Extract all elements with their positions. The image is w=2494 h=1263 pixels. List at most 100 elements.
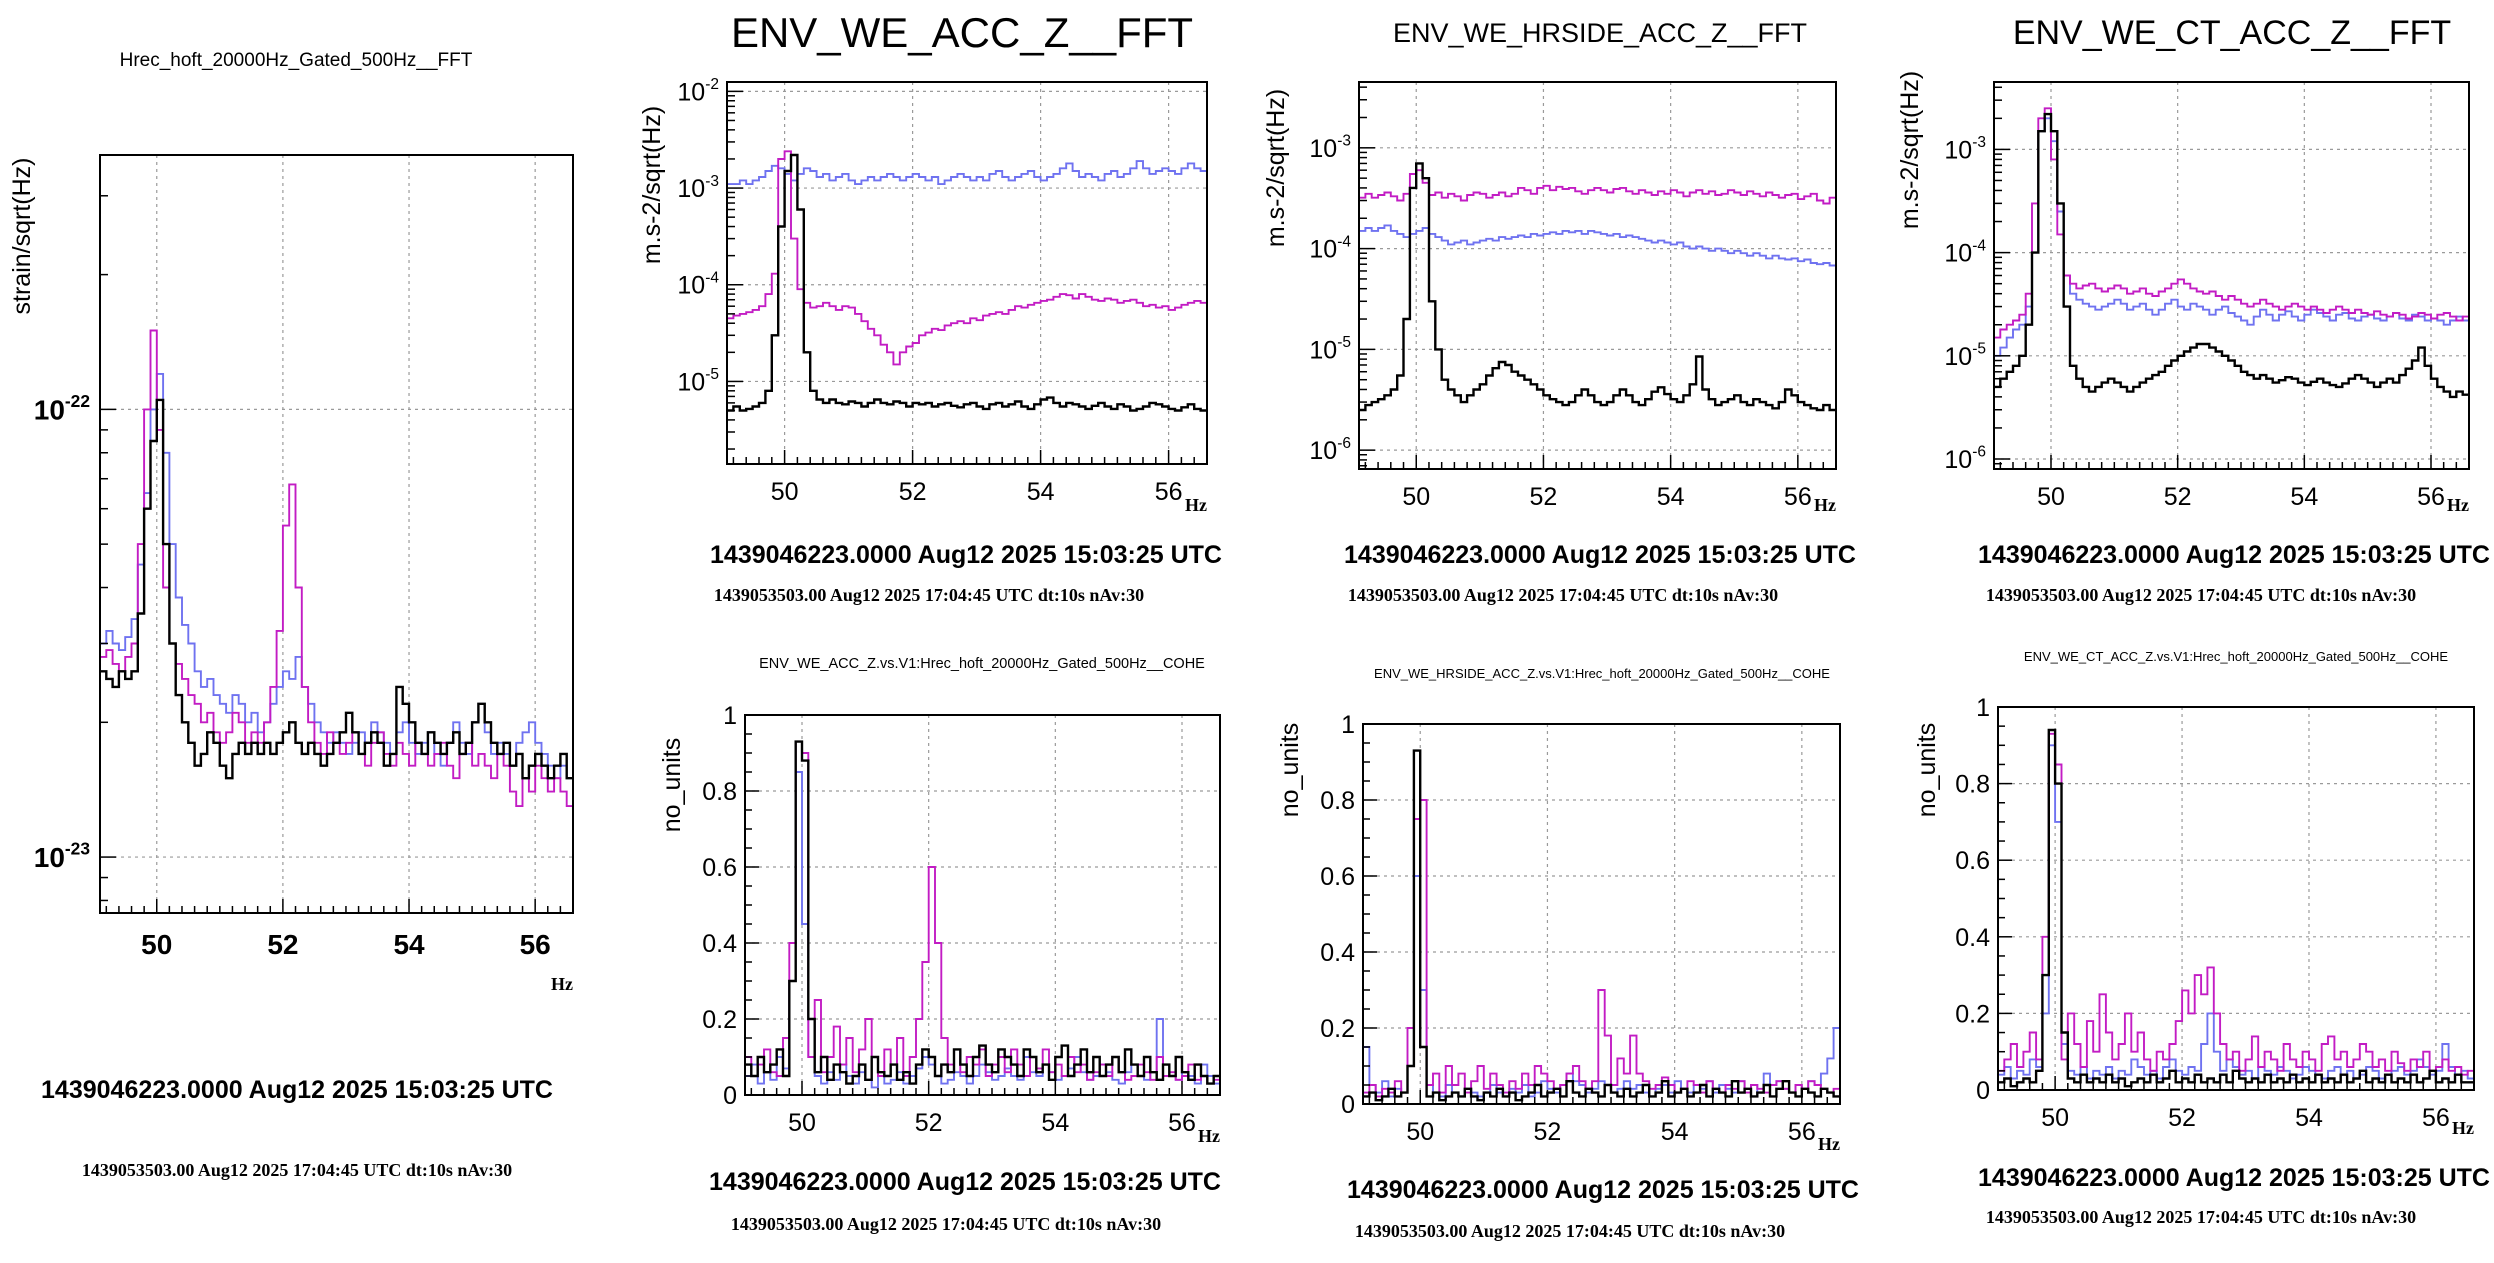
series-black-line: [100, 398, 573, 780]
timestamp-sub: 1439053503.00 Aug12 2025 17:04:45 UTC dt…: [1986, 585, 2416, 605]
plot-frame: [726, 81, 1208, 465]
x-tick-label: 52: [915, 1109, 943, 1137]
y-tick-label: 0: [723, 1082, 737, 1110]
series-blue-line: [727, 160, 1207, 186]
x-tick-label: 56: [1788, 1118, 1816, 1146]
x-tick-label: 50: [141, 929, 172, 960]
panel-ct-fft: ENV_WE_CT_ACC_Z__FFT m.s-2/sqrt(Hz) Hz 5…: [1896, 14, 2490, 605]
y-axis-label: m.s-2/sqrt(Hz): [1262, 89, 1290, 247]
chart-title: ENV_WE_HRSIDE_ACC_Z__FFT: [1393, 18, 1807, 48]
series-blue-line: [1994, 117, 2469, 357]
y-tick-label: 0.4: [702, 930, 737, 958]
timestamp-sub: 1439053503.00 Aug12 2025 17:04:45 UTC dt…: [1355, 1221, 1785, 1241]
x-tick-label: 56: [1784, 483, 1812, 511]
y-tick-label: 10-4: [1944, 237, 1986, 267]
series-black-line: [1998, 728, 2474, 1088]
chart-title: ENV_WE_HRSIDE_ACC_Z.vs.V1:Hrec_hoft_2000…: [1374, 666, 1830, 681]
y-axis-label: m.s-2/sqrt(Hz): [1896, 71, 1924, 229]
timestamp-sub: 1439053503.00 Aug12 2025 17:04:45 UTC dt…: [1986, 1207, 2416, 1227]
y-tick-label: 10-5: [1944, 341, 1986, 371]
x-tick-label: 56: [2422, 1104, 2450, 1132]
x-tick-label: 52: [899, 478, 927, 506]
y-tick-label: 0: [1341, 1091, 1355, 1119]
y-axis-label: m.s-2/sqrt(Hz): [638, 106, 666, 264]
x-axis-unit: Hz: [1818, 1134, 1840, 1154]
y-axis-label: no_units: [1913, 723, 1941, 818]
timestamp-main: 1439046223.0000 Aug12 2025 15:03:25 UTC: [1978, 1164, 2490, 1192]
y-tick-label: 10-5: [677, 366, 719, 396]
series-magenta-line: [1998, 732, 2474, 1076]
y-tick-label: 0.2: [702, 1006, 737, 1034]
series-magenta-line: [745, 740, 1220, 1085]
series-blue-line: [1363, 875, 1840, 1098]
series-black-line: [727, 153, 1207, 412]
y-axis-label: no_units: [1276, 723, 1304, 818]
panel-acc-cohe: ENV_WE_ACC_Z.vs.V1:Hrec_hoft_20000Hz_Gat…: [658, 656, 1221, 1234]
y-tick-label: 0.8: [1320, 787, 1355, 815]
series-black-line: [1363, 749, 1840, 1102]
series-black-line: [1359, 162, 1836, 412]
plot-frame: [1362, 723, 1841, 1105]
x-axis-unit: Hz: [551, 974, 573, 994]
x-tick-label: 54: [2295, 1104, 2323, 1132]
x-tick-label: 50: [1402, 483, 1430, 511]
x-axis-unit: Hz: [2447, 495, 2469, 515]
x-tick-label: 54: [2290, 483, 2318, 511]
y-tick-label: 0.4: [1955, 924, 1990, 952]
plot-frame: [99, 154, 574, 914]
panel-hrside-fft: ENV_WE_HRSIDE_ACC_Z__FFT m.s-2/sqrt(Hz) …: [1262, 18, 1856, 605]
x-tick-label: 50: [788, 1109, 816, 1137]
panel-acc-fft: ENV_WE_ACC_Z__FFT m.s-2/sqrt(Hz) Hz 50 52…: [638, 9, 1222, 605]
y-tick-label: 10-5: [1309, 334, 1351, 364]
x-tick-label: 56: [1168, 1109, 1196, 1137]
y-tick-label: 0.6: [1320, 863, 1355, 891]
x-tick-label: 50: [1406, 1118, 1434, 1146]
y-tick-label: 10-3: [677, 173, 719, 203]
plot-frame: [1997, 706, 2475, 1091]
y-tick-label: 10-3: [1309, 133, 1351, 163]
y-tick-label: 0.6: [1955, 847, 1990, 875]
y-tick-label: 0.8: [1955, 771, 1990, 799]
x-tick-label: 56: [2417, 483, 2445, 511]
y-tick-label: 0.2: [1955, 1000, 1990, 1028]
panel-ct-cohe: ENV_WE_CT_ACC_Z.vs.V1:Hrec_hoft_20000Hz_…: [1913, 649, 2490, 1227]
x-axis-unit: Hz: [1814, 495, 1836, 515]
timestamp-sub: 1439053503.00 Aug12 2025 17:04:45 UTC dt…: [82, 1160, 512, 1180]
series-magenta-line: [1363, 799, 1840, 1098]
x-tick-label: 52: [1530, 483, 1558, 511]
timestamp-main: 1439046223.0000 Aug12 2025 15:03:25 UTC: [710, 541, 1222, 569]
y-tick-label: 1: [723, 702, 737, 730]
y-tick-label: 10-22: [34, 391, 90, 426]
x-tick-label: 52: [2168, 1104, 2196, 1132]
y-tick-label: 0.6: [702, 854, 737, 882]
y-tick-label: 0.4: [1320, 939, 1355, 967]
series-magenta-line: [100, 329, 573, 808]
y-tick-label: 0.8: [702, 778, 737, 806]
x-tick-label: 56: [520, 929, 551, 960]
x-tick-label: 54: [393, 929, 425, 960]
chart-title: ENV_WE_CT_ACC_Z.vs.V1:Hrec_hoft_20000Hz_…: [2024, 649, 2448, 664]
x-tick-label: 50: [2037, 483, 2065, 511]
x-tick-label: 56: [1155, 478, 1183, 506]
y-tick-label: 10-23: [34, 838, 91, 873]
series-magenta-line: [1994, 107, 2469, 339]
y-tick-label: 0: [1976, 1077, 1990, 1105]
y-axis-label: strain/sqrt(Hz): [8, 158, 36, 315]
x-axis-unit: Hz: [1198, 1126, 1220, 1146]
series-magenta-line: [727, 150, 1207, 366]
y-axis-label: no_units: [658, 738, 686, 833]
timestamp-sub: 1439053503.00 Aug12 2025 17:04:45 UTC dt…: [1348, 585, 1778, 605]
y-tick-label: 10-4: [677, 269, 719, 299]
plot-frame: [1358, 81, 1837, 470]
x-tick-label: 52: [1534, 1118, 1562, 1146]
timestamp-sub: 1439053503.00 Aug12 2025 17:04:45 UTC dt…: [731, 1214, 1161, 1234]
y-tick-label: 10-2: [677, 76, 719, 106]
y-tick-label: 0.2: [1320, 1015, 1355, 1043]
plot-frame: [744, 714, 1221, 1096]
y-tick-label: 10-3: [1944, 134, 1986, 164]
y-tick-label: 10-6: [1309, 435, 1351, 465]
x-tick-label: 52: [267, 929, 298, 960]
x-tick-label: 54: [1661, 1118, 1689, 1146]
x-axis-unit: Hz: [1185, 495, 1207, 515]
